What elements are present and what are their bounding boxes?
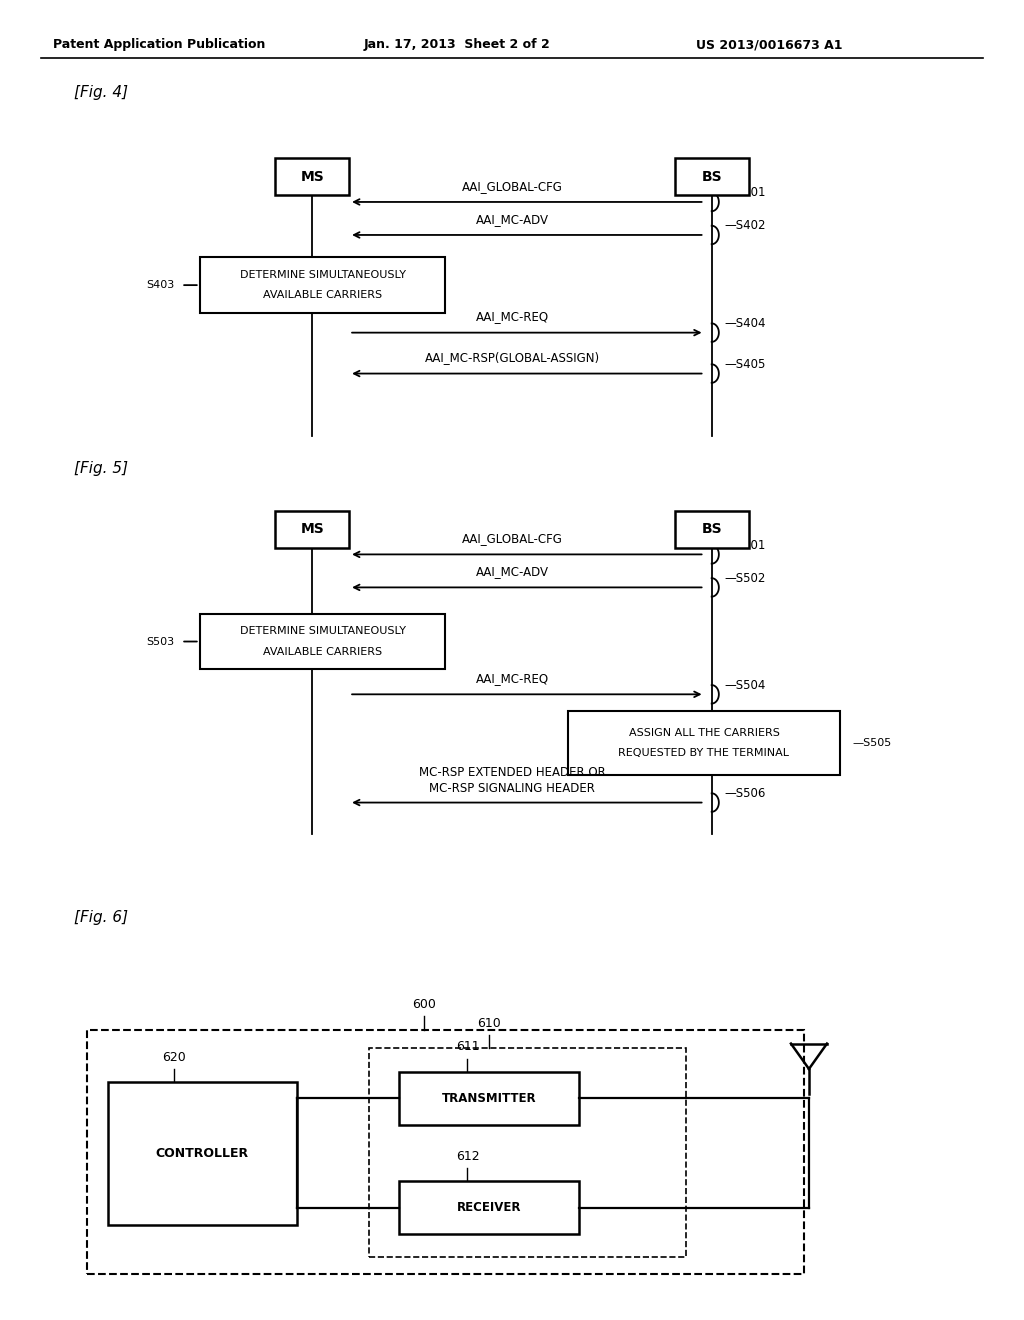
Text: AAI_MC-REQ: AAI_MC-REQ [475,672,549,685]
Bar [275,158,349,195]
Text: AAI_MC-RSP(GLOBAL-ASSIGN): AAI_MC-RSP(GLOBAL-ASSIGN) [424,351,600,364]
Text: RECEIVER: RECEIVER [457,1201,521,1214]
Text: —S401: —S401 [724,186,766,199]
Text: [Fig. 4]: [Fig. 4] [74,84,128,100]
Text: 600: 600 [412,998,436,1011]
Bar [275,511,349,548]
Text: —S506: —S506 [724,787,765,800]
Bar [200,257,445,313]
Text: S503: S503 [146,636,174,647]
Text: AAI_MC-ADV: AAI_MC-ADV [475,213,549,226]
Text: —S502: —S502 [724,572,765,585]
Text: AAI_MC-REQ: AAI_MC-REQ [475,310,549,323]
Text: —S402: —S402 [724,219,766,232]
Text: Jan. 17, 2013  Sheet 2 of 2: Jan. 17, 2013 Sheet 2 of 2 [364,38,550,51]
Text: AVAILABLE CARRIERS: AVAILABLE CARRIERS [263,647,382,657]
Text: ASSIGN ALL THE CARRIERS: ASSIGN ALL THE CARRIERS [629,727,779,738]
Text: 620: 620 [162,1051,185,1064]
Bar [369,1048,686,1257]
Text: REQUESTED BY THE TERMINAL: REQUESTED BY THE TERMINAL [618,748,790,759]
Text: AAI_MC-ADV: AAI_MC-ADV [475,565,549,578]
Text: —S505: —S505 [852,738,891,748]
Text: [Fig. 5]: [Fig. 5] [74,461,128,477]
Text: —S501: —S501 [724,539,765,552]
Text: TRANSMITTER: TRANSMITTER [441,1092,537,1105]
Text: —S405: —S405 [724,358,765,371]
Bar [108,1082,297,1225]
Text: MS: MS [300,170,325,183]
Bar [675,158,749,195]
Text: 610: 610 [477,1016,501,1030]
Text: MS: MS [300,523,325,536]
Text: Patent Application Publication: Patent Application Publication [53,38,265,51]
Text: AAI_GLOBAL-CFG: AAI_GLOBAL-CFG [462,532,562,545]
Text: —S404: —S404 [724,317,766,330]
Text: S403: S403 [145,280,174,290]
Text: BS: BS [701,170,722,183]
Text: CONTROLLER: CONTROLLER [156,1147,249,1160]
Text: AAI_GLOBAL-CFG: AAI_GLOBAL-CFG [462,180,562,193]
Bar [399,1181,579,1234]
Text: DETERMINE SIMULTANEOUSLY: DETERMINE SIMULTANEOUSLY [240,626,406,636]
Text: AVAILABLE CARRIERS: AVAILABLE CARRIERS [263,290,382,301]
Text: BS: BS [701,523,722,536]
Bar [675,511,749,548]
Text: US 2013/0016673 A1: US 2013/0016673 A1 [696,38,843,51]
Bar [200,614,445,669]
Text: MC-RSP SIGNALING HEADER: MC-RSP SIGNALING HEADER [429,781,595,795]
Text: DETERMINE SIMULTANEOUSLY: DETERMINE SIMULTANEOUSLY [240,269,406,280]
Text: MC-RSP EXTENDED HEADER OR: MC-RSP EXTENDED HEADER OR [419,766,605,779]
Bar [568,711,840,775]
Text: —S504: —S504 [724,678,765,692]
Bar [87,1030,804,1274]
Bar [399,1072,579,1125]
Text: 612: 612 [456,1150,479,1163]
Text: 611: 611 [456,1040,479,1053]
Text: [Fig. 6]: [Fig. 6] [74,909,128,925]
